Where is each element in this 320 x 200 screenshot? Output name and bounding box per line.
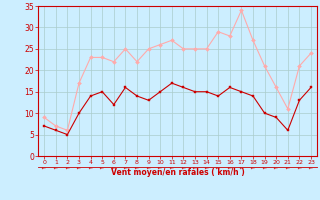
Text: ↗: ↗ [99,163,105,170]
X-axis label: Vent moyen/en rafales ( km/h ): Vent moyen/en rafales ( km/h ) [111,168,244,177]
Text: ↗: ↗ [238,163,244,170]
Text: ↗: ↗ [134,163,140,170]
Text: ↗: ↗ [157,163,164,170]
Text: ↗: ↗ [111,163,117,170]
Text: ↗: ↗ [204,163,210,170]
Text: ↗: ↗ [227,163,233,170]
Text: ↗: ↗ [273,163,279,170]
Text: ↗: ↗ [296,163,303,170]
Text: ↗: ↗ [87,163,94,170]
Text: ↗: ↗ [41,163,47,170]
Text: ↗: ↗ [52,163,59,170]
Text: ↗: ↗ [180,163,187,170]
Text: ↗: ↗ [308,163,314,170]
Text: ↗: ↗ [76,163,82,170]
Text: ↗: ↗ [261,163,268,170]
Text: ↗: ↗ [145,163,152,170]
Text: ↗: ↗ [169,163,175,170]
Text: ↗: ↗ [122,163,129,170]
Text: ↗: ↗ [192,163,198,170]
Text: ↗: ↗ [250,163,256,170]
Text: ↗: ↗ [215,163,221,170]
Text: ↗: ↗ [64,163,71,170]
Text: ↗: ↗ [284,163,291,170]
